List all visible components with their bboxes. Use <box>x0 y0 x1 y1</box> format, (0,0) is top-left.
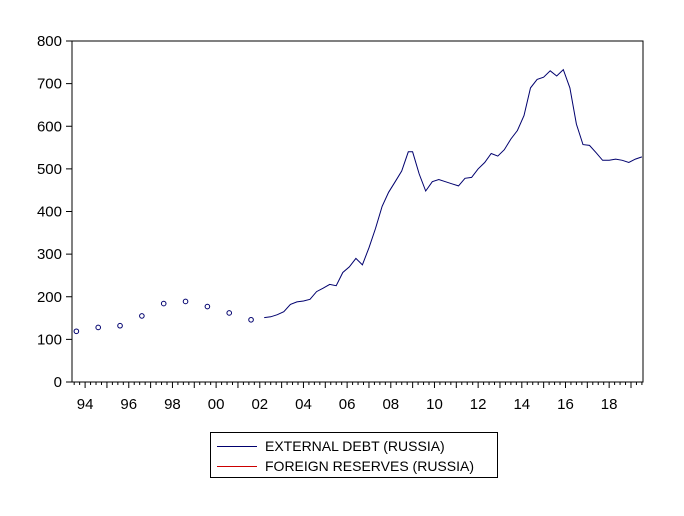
x-tick-label: 02 <box>251 396 268 413</box>
y-tick-label: 700 <box>37 76 62 93</box>
legend-label-foreign-reserves: FOREIGN RESERVES (RUSSIA) <box>265 458 475 474</box>
series-point-external-debt-russia <box>95 324 102 331</box>
y-tick-label: 300 <box>37 246 62 263</box>
x-tick-label: 18 <box>601 396 618 413</box>
y-tick-label: 0 <box>54 374 62 391</box>
series-point-external-debt-russia <box>248 316 254 323</box>
y-tick-label: 200 <box>37 289 62 306</box>
y-tick-label: 500 <box>37 161 62 178</box>
plot-frame <box>71 40 644 383</box>
x-tick-label: 00 <box>208 396 225 413</box>
series-point-external-debt-russia <box>182 298 189 305</box>
x-tick-label: 16 <box>557 396 574 413</box>
series-point-external-debt-russia <box>204 303 211 310</box>
x-tick-label: 96 <box>120 396 137 413</box>
x-tick-label: 94 <box>77 396 94 413</box>
y-tick-label: 800 <box>37 33 62 50</box>
x-tick-label: 98 <box>164 396 181 413</box>
axes <box>66 40 644 388</box>
x-tick-label: 08 <box>382 396 399 413</box>
tick-labels: 0 100 200 300 400 500 600 700 800 94 96 98 00 02 04 06 0… <box>37 33 618 413</box>
legend-swatch-foreign-reserves <box>217 465 257 467</box>
series-point-external-debt-russia <box>226 310 233 316</box>
x-tick-label: 06 <box>339 396 356 413</box>
x-tick-label: 14 <box>513 396 530 413</box>
series-point-external-debt-russia <box>117 322 123 329</box>
legend-item-external-debt: EXTERNAL DEBT (RUSSIA) <box>217 436 445 456</box>
legend-item-foreign-reserves: FOREIGN RESERVES (RUSSIA) <box>217 456 474 476</box>
x-tick-label: 12 <box>470 396 487 413</box>
x-tick-label: 04 <box>295 396 312 413</box>
y-tick-label: 100 <box>37 331 62 348</box>
y-tick-label: 600 <box>37 118 62 135</box>
series-point-external-debt-russia <box>160 300 167 307</box>
y-tick-label: 400 <box>37 204 62 221</box>
series-layer <box>73 68 643 335</box>
series-point-external-debt-russia <box>139 313 145 319</box>
legend-label-external-debt: EXTERNAL DEBT (RUSSIA) <box>265 438 445 454</box>
legend-swatch-external-debt <box>217 445 257 447</box>
series-line-external-debt-russia <box>264 68 643 319</box>
series-point-external-debt-russia <box>73 328 80 335</box>
x-tick-label: 10 <box>426 396 443 413</box>
legend: EXTERNAL DEBT (RUSSIA) FOREIGN RESERVES … <box>210 432 498 478</box>
